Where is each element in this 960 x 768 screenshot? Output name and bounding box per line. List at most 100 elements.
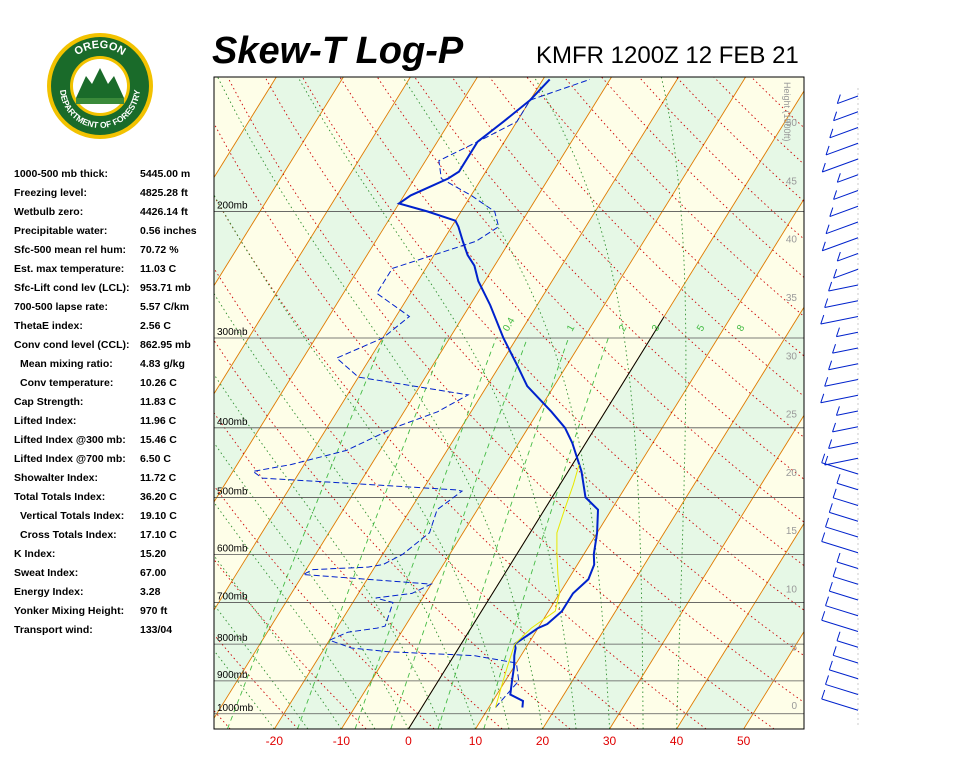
wind-barb [832,347,859,354]
isotherm [214,77,612,720]
pressure-label: 1000mb [217,703,254,714]
index-value: 11.72 C [140,472,177,484]
isotherm [676,522,804,729]
wind-barb [833,654,859,664]
wind-barb [836,640,859,648]
isotherm [0,77,75,729]
wind-barb-flag [825,224,830,234]
mixing-ratio-label: 5 [695,323,708,334]
wind-barb [836,482,859,491]
index-label: Lifted Index: [14,415,77,427]
index-label: Total Totals Index: [14,491,106,503]
wind-barb [837,253,859,262]
wind-barb [821,541,859,554]
index-value: 11.96 C [140,415,177,427]
wind-barb-column [820,88,859,728]
wind-barb [829,669,859,680]
index-value: 4426.14 ft [140,206,188,218]
svg-text:OREGON: OREGON [72,39,127,58]
temperature-band [274,77,746,729]
wind-barb-flag [828,581,833,592]
isotherm [609,414,804,729]
dry-adiabat [339,77,804,567]
wind-barb [829,511,859,522]
index-value: 5.57 C/km [140,301,190,313]
wind-barb-flag [829,128,834,138]
x-tick-label: -20 [266,734,284,748]
wind-barb [824,379,859,387]
wind-barb [832,426,859,433]
pressure-label: 600mb [217,543,248,554]
index-label: 700-500 lapse rate: [14,301,108,313]
isotherm [0,77,8,729]
x-tick-label: -10 [333,734,351,748]
isotherm [0,77,142,729]
x-tick-label: 50 [737,734,751,748]
height-tick-label: 35 [786,293,798,304]
isotherm [214,77,545,611]
wind-barb-flag [820,393,825,403]
moist-adiabat [660,77,687,729]
moist-adiabat [214,441,409,729]
wind-barb-flag [833,190,838,200]
dry-adiabat [214,709,231,729]
index-label: Vertical Totals Index: [20,510,125,522]
index-label: Freezing level: [14,187,87,199]
moist-adiabat [214,554,342,729]
wind-barb-flag [832,344,836,354]
pressure-label: 900mb [217,670,248,681]
wind-barb-flag [828,281,833,292]
wind-barb-flag [828,660,833,671]
moist-adiabat [214,501,376,729]
pressure-label: 300mb [217,327,248,338]
parcel-line [495,464,580,708]
wind-barb-flag [825,596,829,606]
moist-adiabat [533,77,644,729]
index-label: ThetaE index: [14,320,83,332]
index-label: Sfc-Lift cond lev (LCL): [14,282,130,294]
isotherm [214,77,344,287]
mixing-ratio-line [390,337,528,729]
wind-barb-flag [821,162,826,173]
wind-barb [822,237,859,252]
index-value: 4825.28 ft [140,187,188,199]
wind-barb [828,284,859,292]
wind-barb-flag [828,503,833,513]
height-tick-label: 40 [786,235,798,246]
index-value: 2.56 C [140,320,171,332]
wind-barb-flag [836,251,841,262]
wind-barb [836,561,859,569]
wind-barb-flag [825,675,829,685]
moist-adiabat [214,292,476,729]
wind-barb [836,410,859,416]
height-tick-label: 5 [791,643,797,654]
index-value: 15.20 [140,548,167,560]
zero-isotherm [408,316,665,729]
index-label: Wetbulb zero: [14,206,84,218]
wind-barb-flag [820,314,825,325]
height-tick-label: 15 [786,526,798,537]
wind-barb [837,95,859,105]
chart-title: Skew-T Log-P [212,30,464,72]
index-label: Precipitable water: [14,225,108,237]
dry-adiabat [489,77,804,397]
index-value: 133/04 [140,624,173,636]
index-label: Conv temperature: [20,377,114,389]
x-tick-label: 40 [670,734,684,748]
isotherm [214,77,411,395]
index-label: K Index: [14,548,56,560]
index-value: 17.10 C [140,529,177,541]
height-tick-label: 20 [786,468,798,479]
pressure-label: 200mb [217,200,248,211]
wind-barb [833,190,859,200]
index-value: 970 ft [140,605,168,617]
moist-adiabat [217,77,543,729]
wind-barb [829,590,859,601]
plot-frame [213,76,805,730]
mixing-ratio-line [483,337,609,729]
dry-adiabat [214,267,639,729]
index-value: 4.83 g/kg [140,358,185,370]
index-label: Cap Strength: [14,396,84,408]
height-tick-label: 25 [786,410,798,421]
wind-barb-flag [828,360,833,370]
